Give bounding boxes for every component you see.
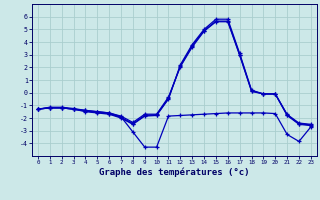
- X-axis label: Graphe des températures (°c): Graphe des températures (°c): [99, 168, 250, 177]
